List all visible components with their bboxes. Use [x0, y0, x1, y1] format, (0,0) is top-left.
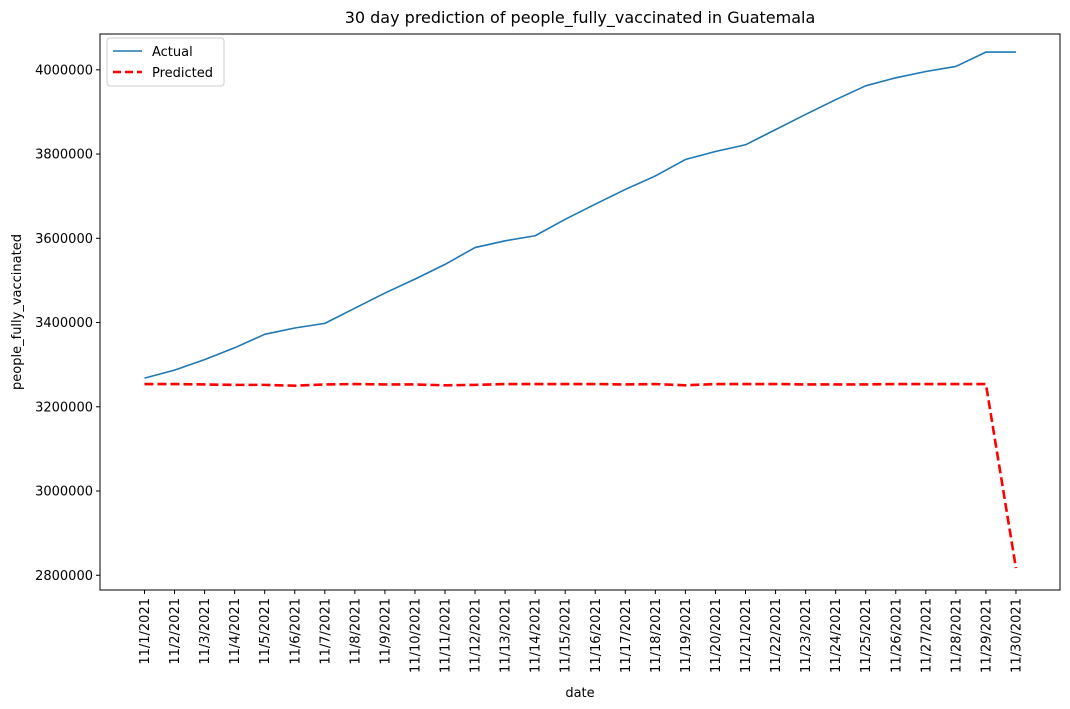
series-layer — [144, 51, 1018, 569]
y-axis: 2800000 3000000 3200000 3400000 3600000 38000… — [35, 63, 100, 584]
x-tick-label: 11/23/2021 — [799, 598, 814, 673]
y-axis-label: people_fully_vaccinated — [10, 234, 25, 390]
x-tick-label: 11/8/2021 — [348, 598, 363, 665]
x-tick-label: 11/14/2021 — [529, 598, 544, 673]
plot-frame — [99, 33, 1061, 591]
x-tick-label: 11/19/2021 — [679, 598, 694, 673]
x-tick-label: 11/25/2021 — [859, 598, 874, 673]
x-tick-label: 11/9/2021 — [378, 598, 393, 665]
legend-predicted-label: Predicted — [152, 66, 213, 81]
x-tick-label: 11/24/2021 — [829, 598, 844, 673]
y-tick-label: 3400000 — [35, 316, 93, 331]
x-tick-label: 11/1/2021 — [138, 598, 153, 665]
x-axis-label: date — [565, 686, 594, 701]
x-tick-label: 11/10/2021 — [408, 598, 423, 673]
x-tick-label: 11/30/2021 — [1009, 598, 1024, 673]
x-tick-label: 11/17/2021 — [619, 598, 634, 673]
x-tick-label: 11/6/2021 — [288, 598, 303, 665]
x-tick-label: 11/21/2021 — [739, 598, 754, 673]
x-tick-label: 11/7/2021 — [318, 598, 333, 665]
series-line-actual — [144, 51, 1016, 379]
x-tick-label: 11/15/2021 — [559, 598, 574, 673]
x-tick-label: 11/5/2021 — [258, 598, 273, 665]
y-tick-label: 4000000 — [35, 63, 93, 78]
x-tick-label: 11/16/2021 — [589, 598, 604, 673]
x-axis: 11/1/2021 11/2/2021 11/3/2021 11/4/2021 11/5… — [138, 590, 1024, 673]
y-tick-label: 3600000 — [35, 232, 93, 247]
x-tick-label: 11/11/2021 — [439, 598, 454, 673]
x-tick-label: 11/22/2021 — [769, 598, 784, 673]
x-tick-label: 11/12/2021 — [469, 598, 484, 673]
y-tick-label: 3000000 — [35, 485, 93, 500]
x-tick-label: 11/27/2021 — [919, 598, 934, 673]
x-tick-label: 11/2/2021 — [168, 598, 183, 665]
y-tick-label: 3200000 — [35, 400, 93, 415]
y-tick-label: 2800000 — [35, 569, 93, 584]
x-tick-label: 11/26/2021 — [889, 598, 904, 673]
x-tick-label: 11/4/2021 — [228, 598, 243, 665]
x-tick-label: 11/28/2021 — [949, 598, 964, 673]
legend-box — [106, 37, 225, 87]
series-line-predicted — [144, 382, 1018, 569]
x-tick-label: 11/18/2021 — [649, 598, 664, 673]
x-tick-label: 11/20/2021 — [709, 598, 724, 673]
chart-title: 30 day prediction of people_fully_vaccin… — [345, 8, 816, 28]
x-tick-label: 11/13/2021 — [499, 598, 514, 673]
y-tick-label: 3800000 — [35, 148, 93, 163]
x-tick-label: 11/29/2021 — [979, 598, 994, 673]
x-tick-label: 11/3/2021 — [198, 598, 213, 665]
legend-actual-label: Actual — [152, 45, 193, 60]
legend: Actual Predicted — [106, 37, 225, 87]
